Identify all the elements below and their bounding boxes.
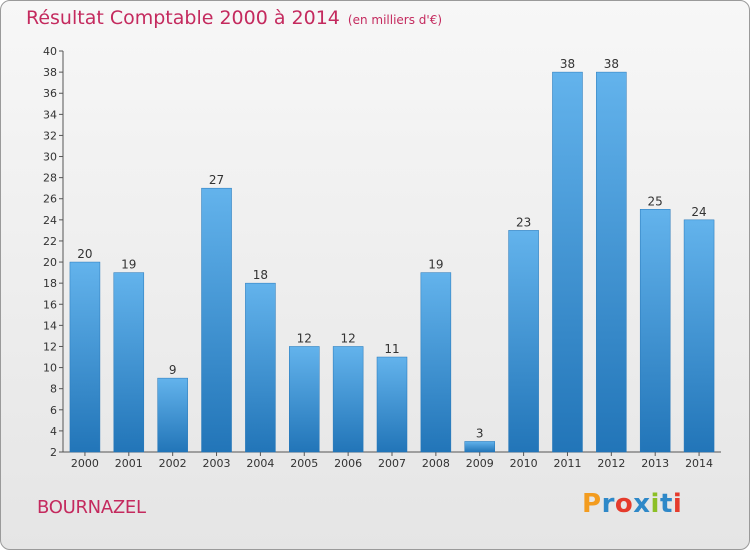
value-label: 9: [169, 363, 177, 377]
x-tick-label: 2011: [553, 457, 581, 470]
bar-2012: [596, 71, 627, 453]
bar-2007: [376, 356, 408, 453]
x-tick-label: 2005: [290, 457, 318, 470]
logo-letter: i: [672, 489, 683, 519]
y-tick-label: 28: [43, 172, 57, 185]
x-tick-label: 2007: [378, 457, 406, 470]
y-tick-label: 38: [43, 66, 57, 79]
bar-2004: [245, 282, 276, 453]
y-tick-label: 8: [50, 383, 57, 396]
bar-2013: [639, 209, 671, 453]
x-tick-label: 2004: [246, 457, 274, 470]
value-label: 19: [121, 258, 136, 272]
value-label: 12: [297, 331, 312, 345]
value-label: 24: [691, 205, 706, 219]
y-tick-label: 24: [43, 214, 57, 227]
value-label: 12: [340, 331, 355, 345]
proxiti-logo: Proxiti: [582, 489, 682, 519]
y-tick-label: 34: [43, 108, 57, 121]
y-tick-label: 2: [50, 446, 57, 459]
y-tick-label: 10: [43, 362, 57, 375]
value-label: 38: [604, 57, 619, 71]
bar-2002: [157, 377, 188, 453]
y-tick-label: 4: [50, 425, 57, 438]
y-tick-label: 16: [43, 298, 57, 311]
value-label: 20: [77, 247, 92, 261]
y-tick-label: 32: [43, 129, 57, 142]
y-tick-label: 6: [50, 404, 57, 417]
logo-letter: r: [601, 489, 615, 519]
bar-2005: [289, 346, 320, 453]
value-label: 19: [428, 258, 443, 272]
x-tick-label: 2012: [597, 457, 625, 470]
x-tick-label: 2001: [115, 457, 143, 470]
bar-2014: [683, 219, 715, 453]
y-tick-label: 14: [43, 319, 57, 332]
y-tick-label: 40: [43, 45, 57, 58]
x-tick-label: 2006: [334, 457, 362, 470]
x-tick-label: 2002: [159, 457, 187, 470]
y-tick-label: 36: [43, 87, 57, 100]
logo-letter: x: [633, 489, 651, 519]
value-label: 38: [560, 57, 575, 71]
value-label: 3: [476, 426, 484, 440]
bar-2001: [113, 272, 145, 453]
value-label: 25: [648, 194, 663, 208]
y-tick-label: 20: [43, 256, 57, 269]
bar-2006: [332, 346, 364, 453]
value-label: 27: [209, 173, 224, 187]
chart-title: Résultat Comptable 2000 à 2014 (en millie…: [26, 7, 442, 29]
chart-value-labels: 20 19 9 27 18 12 12 11 19 3 23 38 38 25 24: [77, 57, 706, 440]
x-tick-label: 2010: [510, 457, 538, 470]
chart-bars: [69, 71, 715, 453]
logo-letter: P: [582, 489, 602, 519]
value-label: 23: [516, 215, 531, 229]
chart-title-text: Résultat Comptable 2000 à 2014: [26, 7, 340, 29]
bar-2010: [508, 230, 539, 453]
y-tick-label: 12: [43, 340, 57, 353]
y-tick-label: 18: [43, 277, 57, 290]
value-label: 11: [384, 342, 399, 356]
x-tick-label: 2003: [203, 457, 231, 470]
x-tick-label: 2008: [422, 457, 450, 470]
logo-letter: t: [659, 489, 673, 519]
x-tick-label: 2009: [466, 457, 494, 470]
x-tick-label: 2014: [685, 457, 713, 470]
y-tick-label: 22: [43, 235, 57, 248]
x-tick-label: 2000: [71, 457, 99, 470]
bar-2008: [420, 272, 452, 453]
bar-2009: [464, 441, 495, 453]
value-label: 18: [253, 268, 268, 282]
bar-2003: [201, 187, 232, 453]
logo-letter: o: [614, 489, 634, 519]
chart-subtitle: (en milliers d'€): [347, 13, 443, 27]
y-tick-label: 26: [43, 193, 57, 206]
bar-2000: [69, 261, 101, 453]
x-tick-label: 2013: [641, 457, 669, 470]
commune-name: BOURNAZEL: [37, 497, 146, 518]
y-tick-label: 30: [43, 151, 57, 164]
bar-2011: [552, 71, 583, 453]
logo-letter: i: [650, 489, 660, 519]
